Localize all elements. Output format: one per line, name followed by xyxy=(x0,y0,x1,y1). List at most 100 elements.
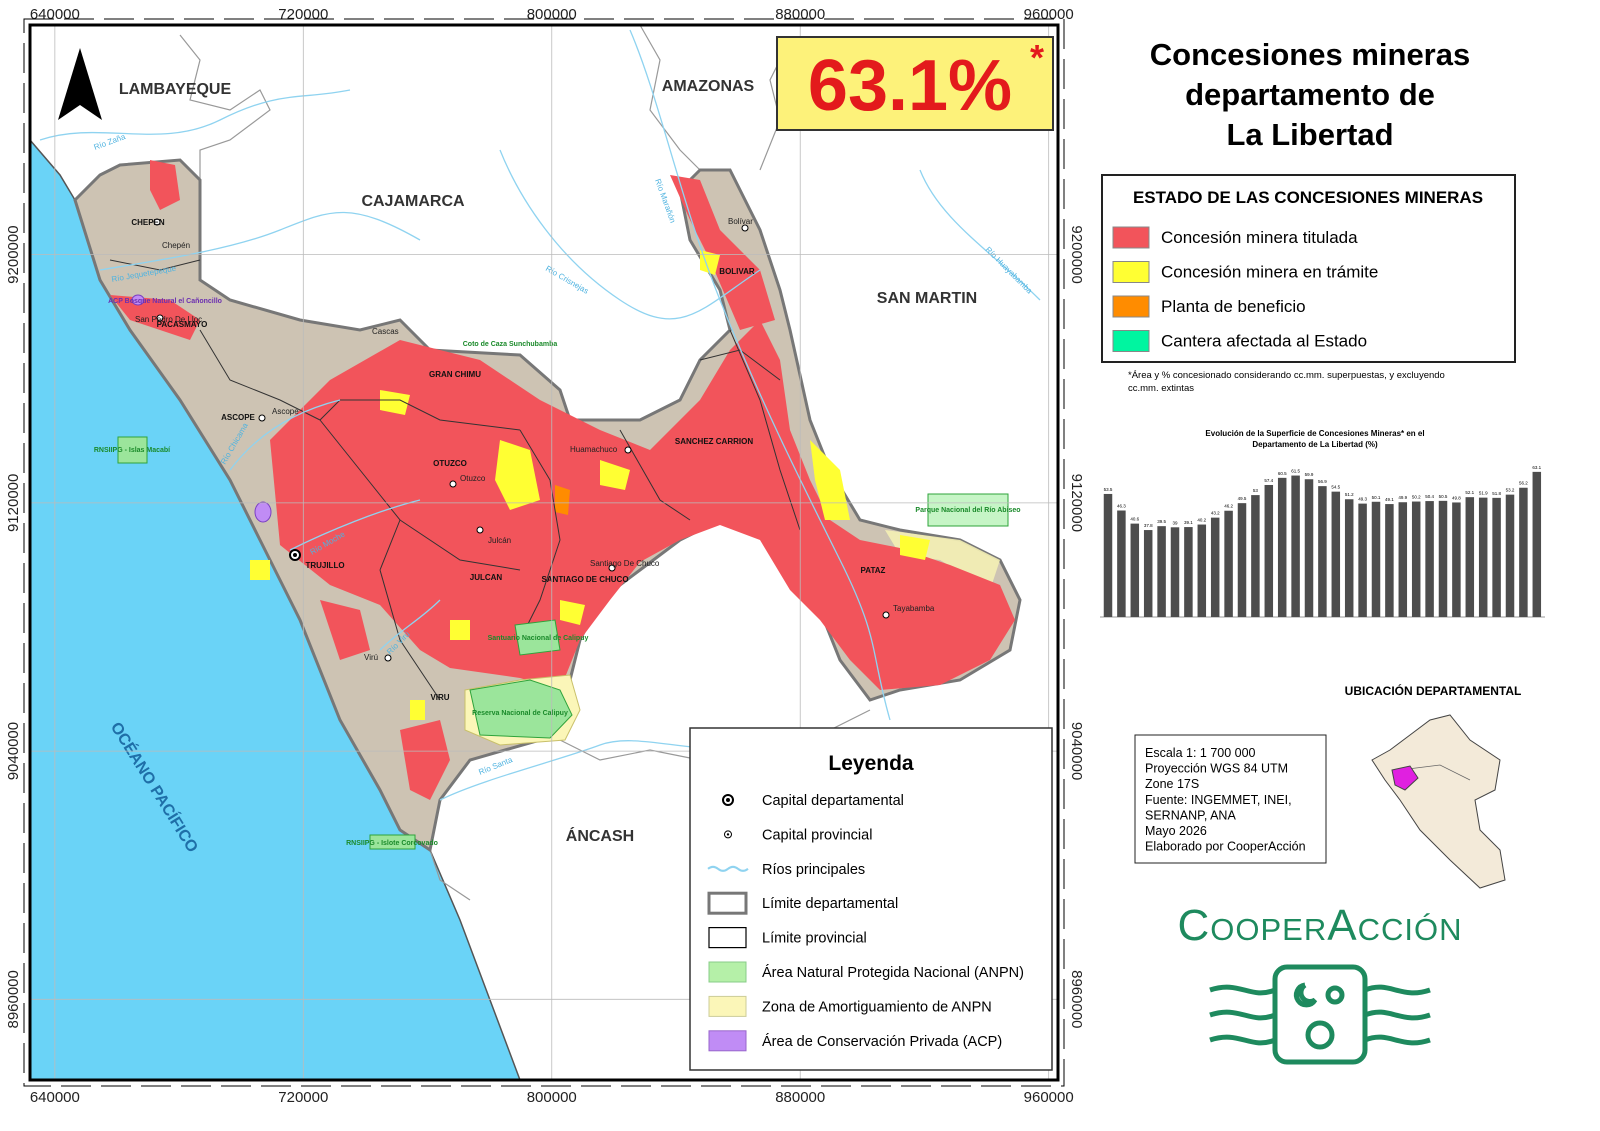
region-label: AMAZONAS xyxy=(662,78,755,95)
bar-value-label: 57.4 xyxy=(1264,478,1273,483)
bar xyxy=(1505,494,1515,617)
legend-symbol xyxy=(707,891,748,915)
location-title: UBICACIÓN DEPARTAMENTAL xyxy=(1345,683,1522,698)
side-panel: Concesiones mineras departamento de La L… xyxy=(1100,37,1545,1065)
bar xyxy=(1277,477,1287,617)
bar xyxy=(1304,479,1314,617)
logo-icon xyxy=(1209,964,1431,1065)
x-tick-label: 720000 xyxy=(278,6,328,23)
province-label: VIRU xyxy=(430,693,449,702)
x-tick-label: 880000 xyxy=(775,1089,825,1106)
legend-symbol xyxy=(726,833,730,836)
x-tick-label: 640000 xyxy=(30,6,80,23)
bar-value-label: 40.6 xyxy=(1130,517,1139,522)
town-label: San Pedro De Lloc xyxy=(135,315,202,324)
x-tick-label: 960000 xyxy=(1024,1089,1074,1106)
status-label: Cantera afectada al Estado xyxy=(1161,332,1367,351)
protected-label: RNSIIPG - Islote Corcovado xyxy=(346,840,438,847)
town-label: Julcán xyxy=(488,536,511,545)
bar-value-label: 49.9 xyxy=(1398,495,1407,500)
bar-value-label: 43.2 xyxy=(1211,511,1220,516)
bar-value-label: 53.5 xyxy=(1104,487,1113,492)
region-label: ÁNCASH xyxy=(566,826,634,845)
protected-label: ACP Bosque Natural el Cañoncillo xyxy=(108,298,222,305)
bar-value-label: 50.2 xyxy=(1412,495,1421,500)
town-label: Chepén xyxy=(162,241,190,250)
legend-symbol xyxy=(726,798,730,802)
bar xyxy=(1398,502,1408,617)
bar xyxy=(1143,530,1153,617)
y-tick-label: 9200000 xyxy=(5,225,22,283)
info-line: Elaborado por CooperAcción xyxy=(1145,840,1306,854)
bar-value-label: 53 xyxy=(1253,488,1259,493)
bar-value-label: 50.4 xyxy=(1425,494,1434,499)
legend-items: Capital departamental Capital provincial R… xyxy=(707,793,1024,1052)
status-legend-title: ESTADO DE LAS CONCESIONES MINERAS xyxy=(1133,188,1483,207)
bar-value-label: 39.5 xyxy=(1157,519,1166,524)
y-tick-label: 9120000 xyxy=(1068,474,1085,532)
x-tick-label: 800000 xyxy=(527,1089,577,1106)
protected-label: Reserva Nacional de Calipuy xyxy=(472,710,568,717)
province-label: PATAZ xyxy=(861,566,886,575)
bar-value-label: 51.9 xyxy=(1479,491,1488,496)
bar xyxy=(1519,487,1528,617)
legend-label: Límite departamental xyxy=(762,896,898,912)
bar xyxy=(1210,517,1220,617)
bar-value-label: 49.5 xyxy=(1238,496,1247,501)
legend-label: Capital provincial xyxy=(762,827,872,843)
legend-label: Capital departamental xyxy=(762,793,904,809)
bar xyxy=(1478,497,1488,617)
bar-value-label: 46.3 xyxy=(1117,504,1126,509)
y-tick-label: 9120000 xyxy=(5,474,22,532)
y-tick-label: 8960000 xyxy=(5,970,22,1028)
y-tick-label: 9040000 xyxy=(1068,722,1085,780)
footnote: *Área y % concesionado considerando cc.m… xyxy=(1128,370,1445,381)
processing-plant xyxy=(555,485,570,515)
legend-symbol xyxy=(708,961,747,983)
status-items: Concesión minera titulada Concesión miner… xyxy=(1112,226,1378,352)
bar-value-label: 63.1 xyxy=(1532,465,1541,470)
bar xyxy=(1184,527,1193,617)
legend-label: Área de Conservación Privada (ACP) xyxy=(762,1033,1002,1050)
bar xyxy=(1291,475,1300,617)
map: LAMBAYEQUE CAJAMARCA AMAZONAS SAN MARTIN… xyxy=(5,6,1085,1106)
status-legend-box xyxy=(1101,174,1516,363)
town-label: Bolívar xyxy=(728,217,753,226)
bar xyxy=(1264,484,1274,617)
bar-value-label: 50.5 xyxy=(1439,494,1448,499)
protected-areas xyxy=(117,294,1009,850)
bar xyxy=(1197,524,1207,617)
bar xyxy=(1344,499,1354,617)
bar xyxy=(1385,504,1394,617)
peru-inset xyxy=(1371,714,1506,889)
town-markers xyxy=(153,218,890,662)
bar xyxy=(1251,495,1260,617)
bar xyxy=(1170,527,1180,617)
town-label: Cascas xyxy=(372,327,399,336)
province-label: SANTIAGO DE CHUCO xyxy=(541,575,628,584)
region-label: CAJAMARCA xyxy=(361,193,465,210)
region-label: SAN MARTIN xyxy=(877,290,977,307)
headline-box xyxy=(776,36,1054,131)
region-label: LAMBAYEQUE xyxy=(119,81,232,98)
info-lines: Escala 1: 1 700 000 Proyección WGS 84 UTM… xyxy=(1145,746,1306,854)
bar xyxy=(1130,523,1140,617)
bar xyxy=(1492,497,1501,617)
bar-value-label: 56.2 xyxy=(1519,481,1528,486)
bar-value-label: 37.8 xyxy=(1144,523,1153,528)
x-tick-label: 640000 xyxy=(30,1089,80,1106)
status-label: Concesión minera titulada xyxy=(1161,228,1358,247)
status-swatch xyxy=(1112,295,1150,318)
bar-value-label: 49.8 xyxy=(1452,495,1461,500)
y-tick-label: 8960000 xyxy=(1068,970,1085,1028)
legend-label: Área Natural Protegida Nacional (ANPN) xyxy=(762,964,1024,981)
chart-title: Departamento de La Libertad (%) xyxy=(1252,440,1378,449)
town-label: Virú xyxy=(364,653,378,662)
province-label: ASCOPE xyxy=(221,413,255,422)
info-box xyxy=(1134,734,1327,864)
status-swatch xyxy=(1112,226,1150,249)
info-line: Proyección WGS 84 UTM xyxy=(1145,762,1288,776)
legend-symbol xyxy=(708,995,747,1017)
legend-label: Zona de Amortiguamiento de ANPN xyxy=(762,999,992,1015)
